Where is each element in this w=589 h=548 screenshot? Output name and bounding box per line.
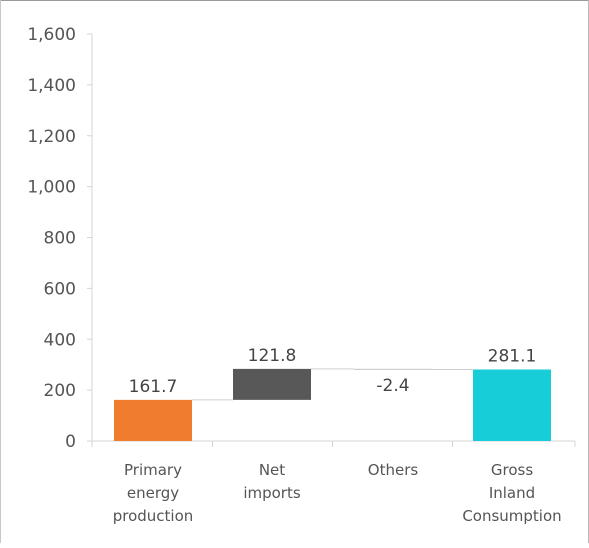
category-label-line: imports [243,484,301,502]
bar-layer [114,368,551,441]
label-layer: 161.7 121.8 -2.4 281.1 Primary energy producti… [113,346,562,525]
frame-left-edge [0,0,1,543]
category-label-line: production [113,507,194,525]
y-tick-label: 600 [44,279,76,299]
category-label-line: Net [259,461,285,479]
bar [354,368,432,370]
category-label: Primary energy production [113,461,194,525]
y-tick-label: 400 [44,330,76,350]
bar [114,399,192,441]
y-tick-label: 200 [44,381,76,401]
connector-layer [192,368,473,401]
y-tick-label: 1,200 [27,127,76,147]
category-label-line: energy [127,484,179,502]
data-label: 281.1 [488,346,537,366]
y-tick-label: 1,000 [27,178,76,198]
y-tick-label: 1,400 [27,76,76,96]
bar [233,368,311,400]
category-label: Others [368,461,419,479]
category-label: Net imports [243,461,301,502]
data-label: 121.8 [248,346,297,366]
category-label: Gross Inland Consumption [462,461,561,525]
data-label: -2.4 [376,376,409,396]
category-label-line: Primary [124,461,182,479]
axis-layer: 0 200 400 600 800 1,000 1,200 1,400 1,600 [27,25,576,452]
y-tick-label: 1,600 [27,25,76,45]
data-label: 161.7 [129,377,178,397]
bar [473,369,551,441]
y-tick-label: 800 [44,229,76,249]
category-label-line: Inland [489,484,535,502]
category-label-line: Gross [491,461,533,479]
y-tick-label: 0 [65,432,76,452]
category-label-line: Consumption [462,507,561,525]
category-label-line: Others [368,461,419,479]
